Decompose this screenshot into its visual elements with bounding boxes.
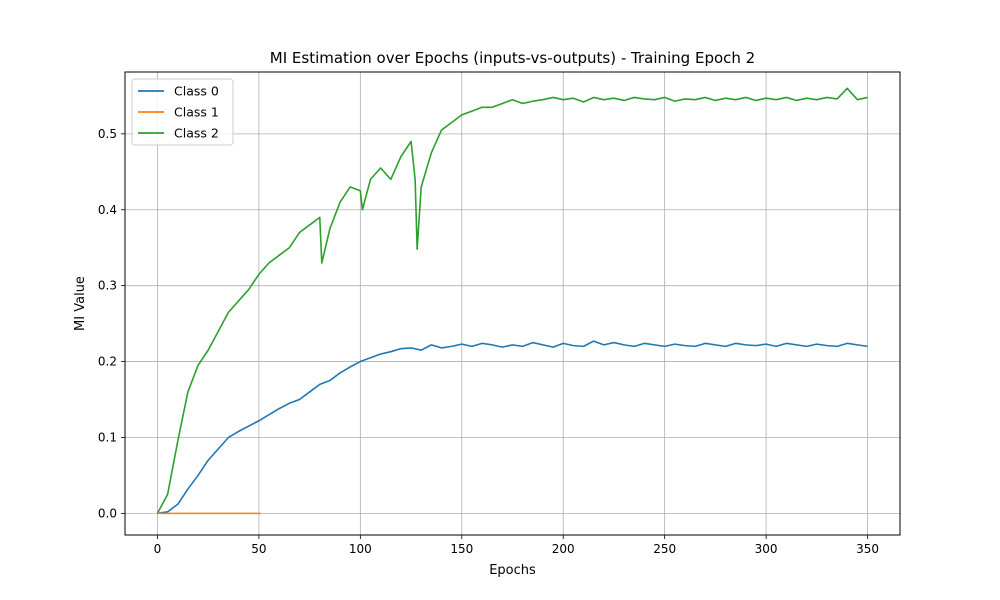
x-tick-label: 150 bbox=[450, 542, 473, 556]
y-tick-label: 0.4 bbox=[98, 203, 117, 217]
series-line-class-0 bbox=[157, 340, 868, 515]
y-tick-label: 0.1 bbox=[98, 430, 117, 444]
y-tick-label: 0.2 bbox=[98, 355, 117, 369]
x-tick-label: 250 bbox=[653, 542, 676, 556]
legend-label-class-1: Class 1 bbox=[174, 105, 219, 120]
y-axis-label: MI Value bbox=[73, 276, 88, 331]
y-tick-label: 0.5 bbox=[98, 127, 117, 141]
chart-title: MI Estimation over Epochs (inputs-vs-out… bbox=[270, 49, 755, 67]
x-tick-label: 200 bbox=[552, 542, 575, 556]
legend: Class 0 Class 1 Class 2 bbox=[131, 78, 234, 146]
x-tick-label: 50 bbox=[251, 542, 266, 556]
plot-frame bbox=[124, 71, 901, 536]
legend-label-class-0: Class 0 bbox=[174, 84, 219, 99]
x-axis-label: Epochs bbox=[489, 563, 536, 578]
x-tick-label: 0 bbox=[154, 542, 162, 556]
x-tick-label: 350 bbox=[856, 542, 879, 556]
x-tick-label: 300 bbox=[755, 542, 778, 556]
series-line-class-2 bbox=[156, 87, 868, 514]
x-tick-label: 100 bbox=[349, 542, 372, 556]
axis-ticks: 0 50 100 150 200 250 300 350 0.0 0.1 0.2 0.3 0.4 0.5 bbox=[98, 127, 879, 556]
series-group bbox=[156, 87, 868, 515]
y-tick-label: 0.0 bbox=[98, 506, 117, 520]
y-tick-label: 0.3 bbox=[98, 279, 117, 293]
legend-box bbox=[131, 78, 234, 146]
legend-label-class-2: Class 2 bbox=[174, 126, 219, 141]
